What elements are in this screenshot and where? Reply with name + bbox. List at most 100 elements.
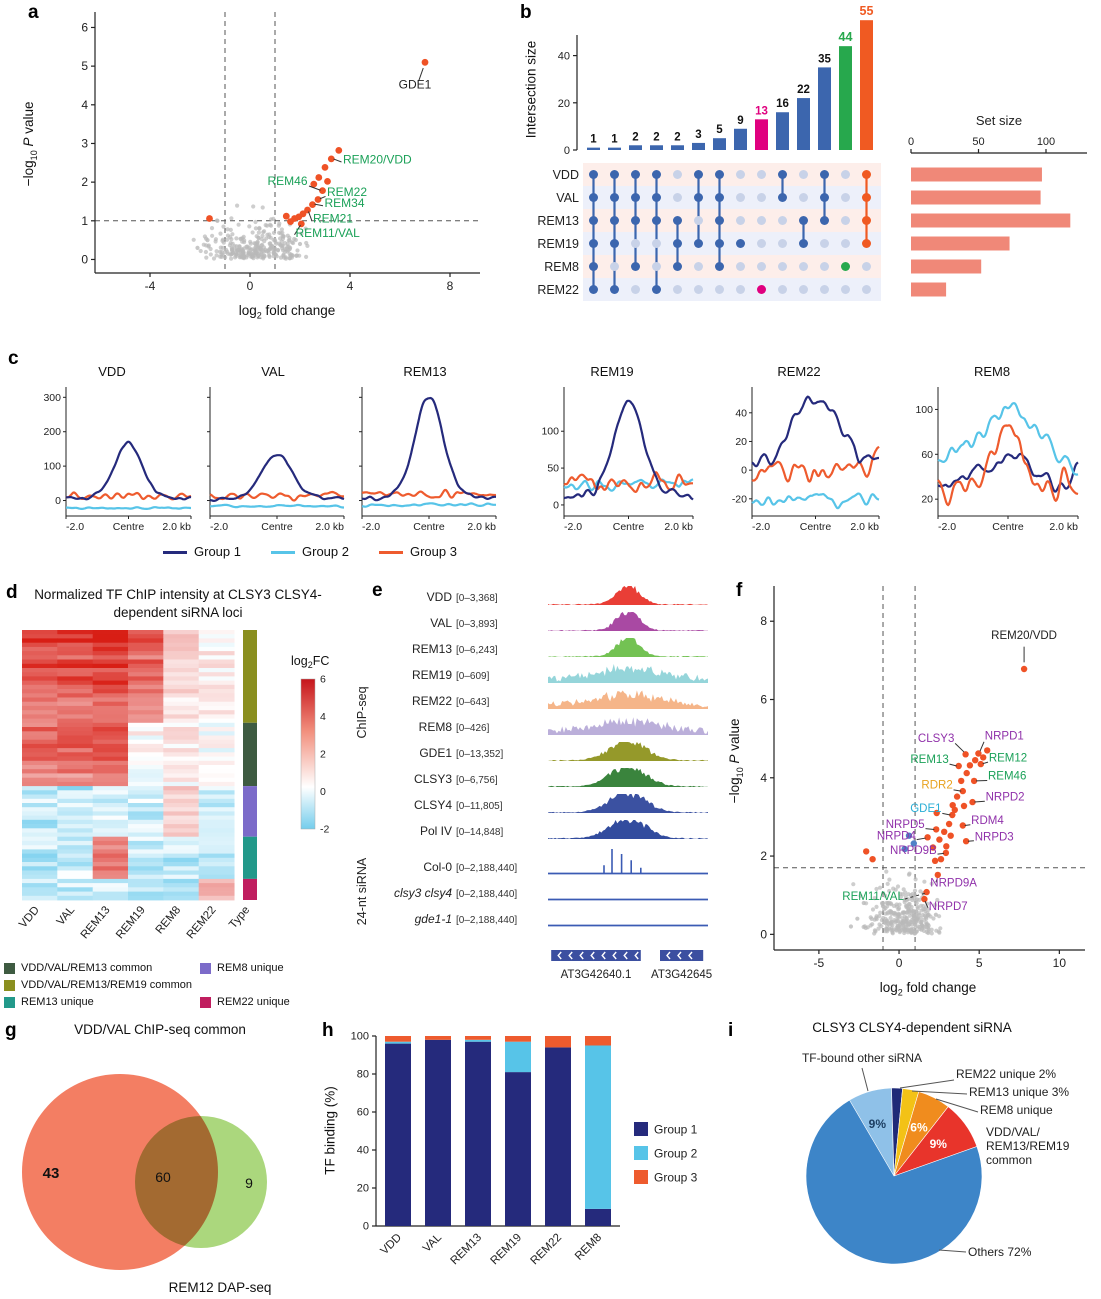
svg-text:REM13: REM13 [449, 1232, 485, 1268]
legend-item: REM8 unique [200, 962, 340, 974]
svg-text:REM13/REM19: REM13/REM19 [986, 1139, 1070, 1153]
svg-text:VAL: VAL [430, 616, 452, 630]
svg-text:Pol IV: Pol IV [420, 824, 452, 838]
svg-text:4: 4 [760, 771, 767, 785]
pie-title: CLSY3 CLSY4-dependent siRNA [812, 1020, 1012, 1035]
svg-text:REM22 unique 2%: REM22 unique 2% [956, 1067, 1056, 1081]
svg-text:0: 0 [741, 465, 747, 477]
svg-text:REM8: REM8 [573, 1232, 604, 1263]
svg-text:16: 16 [776, 98, 789, 110]
svg-text:[0–2,188,440]: [0–2,188,440] [456, 915, 517, 926]
svg-text:[0–3,893]: [0–3,893] [456, 619, 498, 630]
svg-text:100: 100 [351, 1031, 369, 1043]
panel-f-volcano: f −log10 P value 0 2 4 6 8 -5 0 5 10 REM20/VDD CLS… [722, 572, 1101, 1014]
svg-text:REM22: REM22 [537, 283, 579, 297]
svg-text:REM11/VAL: REM11/VAL [842, 891, 904, 903]
svg-text:-2.0: -2.0 [362, 521, 380, 533]
svg-text:35: 35 [818, 53, 831, 65]
svg-text:2: 2 [653, 131, 659, 143]
volcano-plot-a: 0 1 2 3 4 5 6 -4 0 4 8 GDE1 REM20/VDD REM46 REM22REM34… [81, 12, 480, 293]
svg-text:0: 0 [247, 279, 254, 293]
log-text: log [238, 303, 257, 318]
svg-text:1: 1 [590, 134, 597, 146]
svg-text:Centre: Centre [261, 521, 293, 533]
svg-text:VDD: VDD [553, 168, 579, 182]
svg-text:5: 5 [81, 59, 88, 73]
venn-title: VDD/VAL ChIP-seq common [74, 1022, 246, 1037]
svg-text:2.0 kb: 2.0 kb [467, 521, 496, 533]
svg-text:REM13: REM13 [412, 642, 452, 656]
legend-item-group2: Group 2 [271, 544, 349, 559]
svg-text:2.0 kb: 2.0 kb [1049, 521, 1078, 533]
panel-c-metaplots: c VDD 0 100 200 300 -2.0 Centre 2.0 kb VAL -2.… [0, 348, 1101, 572]
svg-text:2.0 kb: 2.0 kb [162, 521, 191, 533]
upset-plot: 0 20 40 VDD VAL REM13 REM19 REM8 REM22 0 50 100 Set … [537, 4, 1087, 301]
legend-item-group3: Group 3 [378, 544, 457, 559]
svg-text:[0–643]: [0–643] [456, 697, 490, 708]
svg-text:REM8: REM8 [419, 720, 453, 734]
svg-text:0: 0 [81, 252, 88, 266]
svg-text:[0–13,352]: [0–13,352] [456, 749, 503, 760]
svg-text:24-nt siRNA: 24-nt siRNA [355, 857, 369, 925]
stacked-bar-chart: 0 20 40 60 80 100 VDD VAL REM13 REM19 REM22 REM8 Gro… [351, 1031, 698, 1268]
metaplot-val: VAL -2.0 Centre 2.0 kb [198, 364, 348, 536]
svg-text:REM22: REM22 [327, 185, 367, 199]
svg-text:60: 60 [357, 1107, 369, 1119]
panel-letter-c: c [8, 348, 19, 369]
svg-text:REM19: REM19 [412, 668, 452, 682]
svg-text:VDD: VDD [17, 904, 42, 930]
svg-text:REM13: REM13 [537, 214, 579, 228]
svg-text:[0–14,848]: [0–14,848] [456, 827, 503, 838]
svg-text:REM12: REM12 [989, 752, 1027, 764]
svg-text:REM8 unique: REM8 unique [980, 1103, 1053, 1117]
svg-text:GDE1: GDE1 [419, 746, 452, 760]
svg-text:20: 20 [357, 1183, 369, 1195]
metaplot-vdd: VDD 0 100 200 300 -2.0 Centre 2.0 kb [28, 364, 196, 536]
svg-text:Others 72%: Others 72% [968, 1245, 1032, 1259]
svg-text:20: 20 [921, 494, 933, 506]
metaplot-title-vdd: VDD [98, 364, 126, 379]
panel-letter-e: e [372, 580, 383, 601]
svg-text:2.0 kb: 2.0 kb [315, 521, 344, 533]
panel-i-pie: i CLSY3 CLSY4-dependent siRNA 9% 6% 9% TF-b… [722, 1018, 1101, 1299]
svg-text:-2.0: -2.0 [66, 521, 84, 533]
log-text: log [879, 980, 898, 995]
venn-subtitle: REM12 DAP-seq [168, 1280, 272, 1295]
svg-text:REM22: REM22 [412, 694, 452, 708]
svg-text:REM22: REM22 [185, 904, 219, 941]
svg-text:[0–609]: [0–609] [456, 671, 490, 682]
svg-text:2: 2 [81, 175, 88, 189]
svg-text:9: 9 [245, 1175, 253, 1191]
metaplot-chart-rem8: 20 60 100 -2.0 Centre 2.0 kb [915, 387, 1079, 533]
svg-text:[0–3,368]: [0–3,368] [456, 593, 498, 604]
svg-text:VDD: VDD [378, 1232, 404, 1258]
svg-text:[0–2,188,440]: [0–2,188,440] [456, 889, 517, 900]
panel-a-volcano: a −log10 P value 0 1 2 3 4 5 6 -4 0 4 8 GDE1 REM20/V… [0, 0, 510, 345]
svg-text:13: 13 [755, 105, 768, 117]
svg-text:9: 9 [737, 115, 743, 127]
swatch [4, 979, 15, 991]
svg-text:40: 40 [357, 1145, 369, 1157]
fold-change-text: fold change [261, 303, 336, 318]
svg-text:VAL: VAL [556, 191, 579, 205]
svg-text:REM19: REM19 [537, 237, 579, 251]
svg-text:Centre: Centre [613, 521, 645, 533]
svg-text:REM21: REM21 [313, 211, 353, 225]
x-axis-label-a: log2 fold change [177, 303, 397, 321]
svg-text:CLSY3: CLSY3 [918, 733, 954, 745]
panel-letter-f: f [736, 580, 743, 601]
metaplot-rem22: REM22 -20 0 20 40 -2.0 Centre 2.0 kb [714, 364, 884, 536]
svg-text:Group 3: Group 3 [654, 1171, 698, 1185]
svg-text:Col-0: Col-0 [423, 860, 452, 874]
svg-text:Centre: Centre [413, 521, 445, 533]
svg-text:100: 100 [541, 426, 559, 438]
panel-g-venn: g VDD/VAL ChIP-seq common 43 60 9 REM12 DA… [5, 1018, 315, 1299]
svg-text:NRPD1: NRPD1 [985, 730, 1024, 742]
svg-text:80: 80 [357, 1069, 369, 1081]
panel-letter-a: a [28, 2, 39, 23]
legend-item: VDD/VAL/REM13/REM19 common [4, 979, 340, 991]
legend-item-group1: Group 1 [163, 544, 241, 559]
svg-text:[0–2,188,440]: [0–2,188,440] [456, 863, 517, 874]
svg-text:[0–6,243]: [0–6,243] [456, 645, 498, 656]
